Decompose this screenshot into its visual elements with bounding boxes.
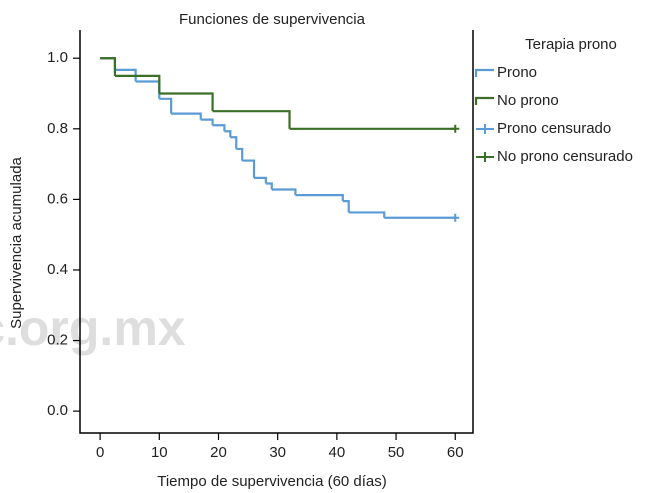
censor-mark [451, 124, 460, 133]
survival-step [254, 176, 267, 184]
axes-frame [79, 30, 474, 434]
legend-label: Prono [497, 64, 537, 81]
survival-step [171, 112, 202, 120]
y-tick-label: 1.0 [47, 49, 68, 66]
survival-step [114, 68, 137, 82]
survival-step [265, 182, 273, 190]
survival-step [212, 124, 226, 132]
survival-step [200, 118, 214, 126]
legend-handle [476, 124, 494, 134]
y-tick-label: 0.6 [47, 190, 68, 207]
legend-title: Terapia prono [525, 36, 617, 53]
legend-label: Prono censurado [497, 120, 611, 137]
survival-step [100, 57, 117, 76]
y-axis-label: Supervivencia acumulada [8, 156, 25, 328]
x-axis-label: Tiempo de supervivencia (60 días) [157, 473, 387, 490]
legend-handle [476, 152, 494, 162]
legend-label: No prono censurado [497, 148, 633, 165]
y-tick-label: 0.2 [47, 332, 68, 349]
x-tick-label: 20 [210, 444, 227, 461]
survival-step [342, 200, 350, 213]
censor-mark [451, 213, 460, 222]
survival-step [159, 97, 173, 114]
survival-step [159, 92, 214, 112]
survival-step [135, 80, 161, 99]
survival-step [236, 147, 244, 161]
x-tick-label: 40 [329, 444, 346, 461]
x-tick-label: 50 [388, 444, 405, 461]
survival-step [230, 136, 238, 149]
y-tick-label: 0.0 [47, 402, 68, 419]
x-tick-label: 30 [269, 444, 286, 461]
legend-label: No prono [497, 92, 559, 109]
survival-step [100, 57, 117, 70]
legend-handle [474, 96, 494, 105]
survival-step [295, 194, 344, 202]
survival-step [242, 159, 256, 178]
x-tick-label: 0 [96, 444, 104, 461]
survival-step [224, 130, 232, 138]
y-tick-label: 0.8 [47, 120, 68, 137]
survival-step [348, 211, 386, 218]
x-tick-label: 10 [151, 444, 168, 461]
chart-title: Funciones de supervivencia [179, 11, 366, 28]
x-tick-label: 60 [447, 444, 464, 461]
survival-step [271, 188, 297, 196]
y-tick-label: 0.4 [47, 261, 68, 278]
survival-step [212, 110, 291, 129]
watermark: aphic.org.mx [0, 300, 186, 356]
legend-handle [474, 68, 494, 77]
survival-step [114, 74, 161, 94]
